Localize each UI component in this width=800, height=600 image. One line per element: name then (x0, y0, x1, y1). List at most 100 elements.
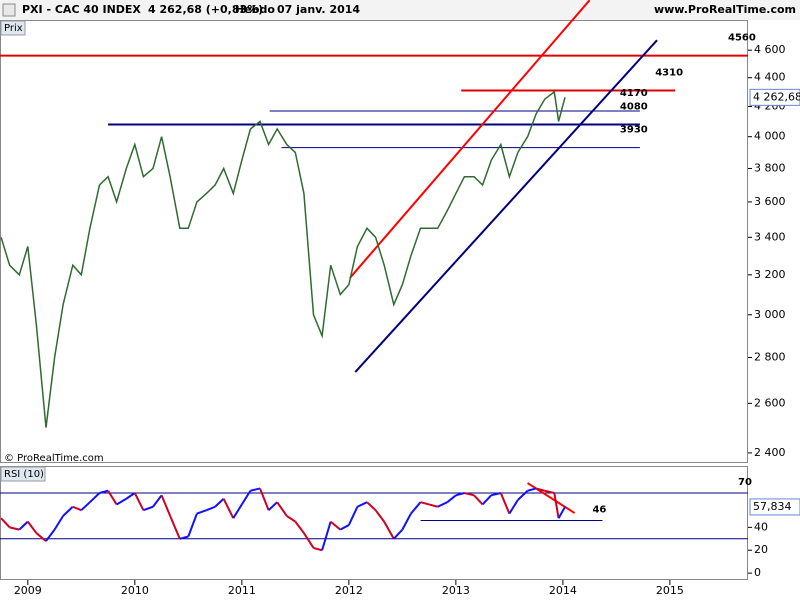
panel-label: Prix (4, 23, 23, 34)
rsi-segment (196, 509, 207, 515)
rsi-segment (27, 521, 38, 534)
last-value-tag (749, 498, 800, 516)
panel-label: RSI (10) (4, 469, 44, 480)
level-label: 70 (738, 477, 752, 488)
panel-tag (0, 466, 46, 482)
rsi-segment (116, 497, 127, 506)
rsi-segment (481, 494, 492, 506)
rsi-segment (527, 487, 537, 492)
rsi-segment (53, 515, 64, 531)
x-tick-label: 2013 (442, 584, 470, 597)
panel-tag (0, 20, 26, 36)
rsi-segment (517, 489, 529, 501)
y-tick-label: 2 800 (754, 350, 786, 363)
x-tick-label: 2010 (121, 584, 149, 597)
rsi-segment (535, 487, 545, 492)
level-label: 4170 (620, 88, 648, 99)
last-value-tag (749, 88, 800, 106)
level-label: 46 (592, 504, 606, 515)
rsi-segment (347, 506, 359, 526)
rsi-segment (222, 498, 235, 519)
rsi-segment (240, 490, 252, 505)
rsi-segment (374, 509, 385, 523)
rsi-segment (160, 494, 172, 517)
rsi-segment (330, 520, 341, 531)
header-icon (2, 3, 16, 17)
site: www.ProRealTime.com (654, 3, 796, 16)
rsi-segment (383, 521, 395, 540)
rsi-segment (267, 501, 278, 511)
level-label: 4310 (655, 68, 683, 79)
rsi-segment (72, 505, 82, 512)
rsi-segment (321, 521, 332, 551)
header-bar (0, 0, 800, 20)
y-tick-label: 4 000 (754, 130, 786, 143)
trend-line (349, 0, 591, 279)
rsi-segment (89, 492, 101, 503)
rsi-segment (206, 505, 216, 512)
rsi-panel (0, 466, 748, 580)
rsi-segment (9, 526, 20, 531)
rsi-segment (35, 532, 47, 542)
rsi-segment (303, 532, 315, 549)
rsi-segment (437, 501, 448, 508)
rsi-segment (490, 492, 502, 497)
rsi-segment (339, 524, 350, 531)
rsi-segment (313, 546, 323, 552)
level-label: 3930 (620, 125, 648, 136)
y-tick-label: 20 (754, 543, 768, 556)
rsi-segment (214, 498, 225, 508)
rsi-segment (62, 506, 74, 517)
price-line (0, 90, 566, 428)
level-label: 4560 (728, 33, 756, 44)
quote: 4 262,68 (+0,83%) (148, 3, 263, 16)
y-tick-label: 4 400 (754, 71, 786, 84)
x-tick-label: 2015 (656, 584, 684, 597)
y-tick-label: 2 600 (754, 396, 786, 409)
rsi-segment (232, 503, 243, 519)
trend-line (354, 39, 658, 373)
y-tick-label: 3 800 (754, 161, 786, 174)
rsi-segment (99, 489, 109, 494)
rsi-segment (286, 515, 296, 523)
rsi-segment (179, 535, 189, 540)
rsi-segment (0, 517, 11, 529)
rsi-segment (455, 492, 465, 497)
y-tick-label: 40 (754, 520, 768, 533)
y-tick-label: 0 (754, 566, 761, 579)
rsi-segment (80, 501, 91, 511)
date: 07 janv. 2014 (277, 3, 360, 16)
rsi-segment (250, 487, 261, 492)
rsi-segment (18, 520, 29, 531)
y-tick-label: 3 000 (754, 308, 786, 321)
y-tick-label: 3 200 (754, 268, 786, 281)
rsi-segment (169, 515, 181, 540)
rsi-segment (553, 492, 560, 519)
rsi-segment (401, 513, 412, 531)
rsi-segment (366, 501, 377, 511)
y-tick-label: 2 400 (754, 446, 786, 459)
rsi-segment (420, 501, 430, 506)
level-label: 4080 (620, 101, 648, 112)
rsi-segment (446, 494, 457, 503)
rsi-segment (557, 506, 566, 519)
period: Hebdo (235, 3, 275, 16)
rsi-segment (508, 499, 519, 515)
x-tick-label: 2014 (549, 584, 577, 597)
rsi-segment (259, 488, 270, 511)
rsi-segment (410, 501, 422, 515)
rsi-segment (143, 505, 154, 512)
rsi-segment (152, 494, 163, 508)
y-tick-label: 3 600 (754, 195, 786, 208)
last-value-label: 4 262,68 (753, 90, 800, 103)
rsi-segment (464, 492, 475, 497)
symbol: PXI - CAC 40 INDEX (22, 3, 141, 16)
y-tick-label: 4 600 (754, 43, 786, 56)
rsi-segment (544, 489, 555, 494)
x-tick-label: 2011 (228, 584, 256, 597)
rsi-segment (393, 528, 404, 540)
copyright: © ProRealTime.com (4, 453, 104, 464)
